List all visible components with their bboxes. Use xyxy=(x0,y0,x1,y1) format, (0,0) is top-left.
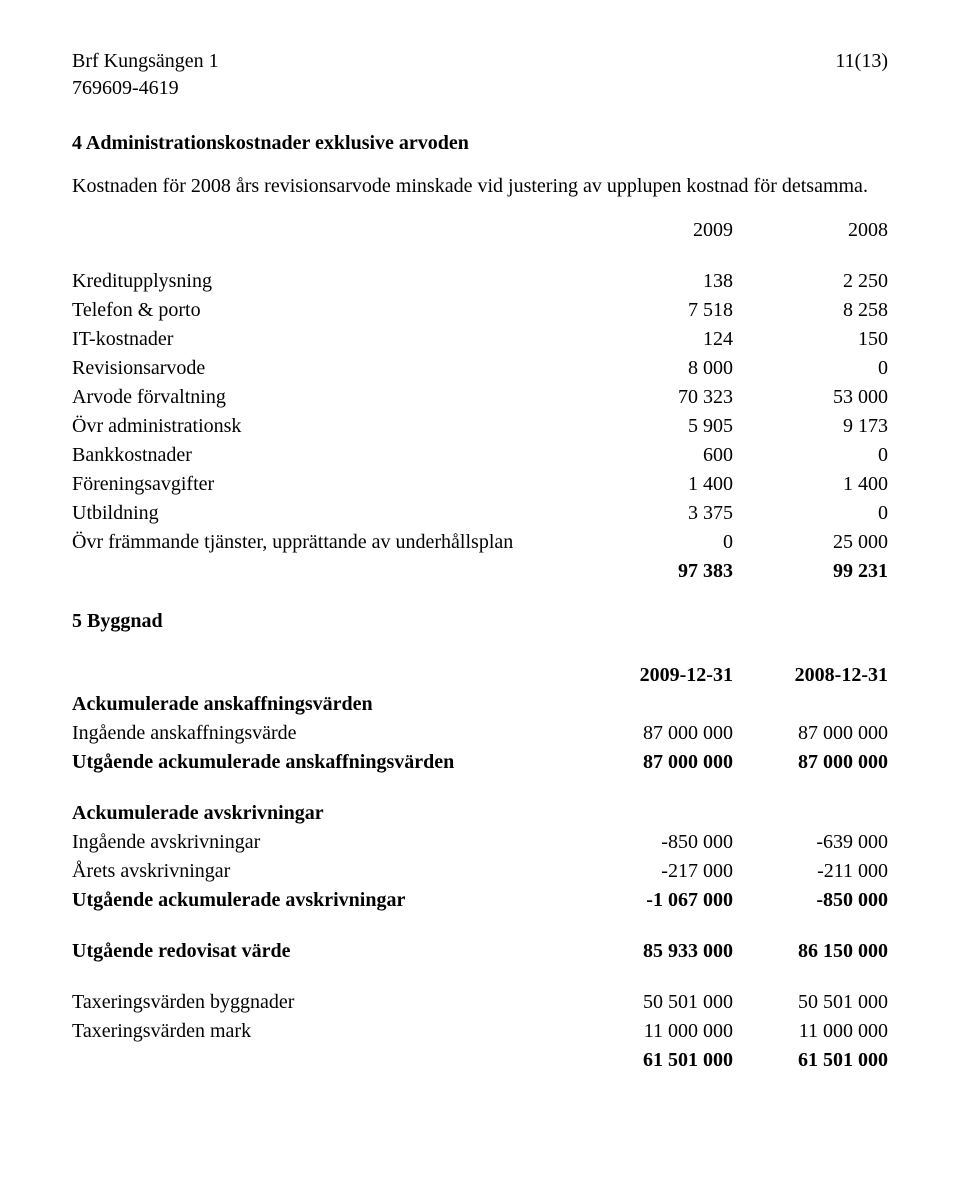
note4-intro: Kostnaden för 2008 års revisionsarvode m… xyxy=(72,173,888,200)
tax-total-row: 61 501 000 61 501 000 xyxy=(72,1046,888,1075)
row-label: Utgående ackumulerade anskaffningsvärden xyxy=(72,748,578,777)
row-label: Utgående redovisat värde xyxy=(72,937,578,966)
table-row: Ingående anskaffningsvärde 87 000 000 87… xyxy=(72,719,888,748)
dep-heading: Ackumulerade avskrivningar xyxy=(72,799,578,828)
row-value: 11 000 000 xyxy=(578,1017,733,1046)
acq-heading-row: Ackumulerade anskaffningsvärden xyxy=(72,690,888,719)
note5-year1: 2009-12-31 xyxy=(578,661,733,690)
row-value: 8 258 xyxy=(733,296,888,325)
row-value: 0 xyxy=(733,499,888,528)
row-label: IT-kostnader xyxy=(72,325,578,354)
page-container: Brf Kungsängen 1 11(13) 769609-4619 4 Ad… xyxy=(0,0,960,1191)
row-label: Utgående ackumulerade avskrivningar xyxy=(72,886,578,915)
table-row: Årets avskrivningar -217 000 -211 000 xyxy=(72,857,888,886)
row-value: 1 400 xyxy=(578,470,733,499)
row-value: 70 323 xyxy=(578,383,733,412)
row-value: 25 000 xyxy=(733,528,888,557)
row-value: 61 501 000 xyxy=(733,1046,888,1075)
row-value: 8 000 xyxy=(578,354,733,383)
org-name: Brf Kungsängen 1 xyxy=(72,48,219,75)
row-label: Kreditupplysning xyxy=(72,267,578,296)
row-value: 86 150 000 xyxy=(733,937,888,966)
note5-year-header: 2009-12-31 2008-12-31 xyxy=(72,661,888,690)
row-label: Föreningsavgifter xyxy=(72,470,578,499)
table-row: Taxeringsvärden mark 11 000 000 11 000 0… xyxy=(72,1017,888,1046)
row-value: 9 173 xyxy=(733,412,888,441)
row-value: -1 067 000 xyxy=(578,886,733,915)
book-value-row: Utgående redovisat värde 85 933 000 86 1… xyxy=(72,937,888,966)
row-value: 1 400 xyxy=(733,470,888,499)
row-label: Ingående anskaffningsvärde xyxy=(72,719,578,748)
note4-table: 2009 2008 Kreditupplysning 138 2 250 Tel… xyxy=(72,216,888,586)
table-row: Bankkostnader 600 0 xyxy=(72,441,888,470)
page-number: 11(13) xyxy=(835,48,888,75)
table-row: Ingående avskrivningar -850 000 -639 000 xyxy=(72,828,888,857)
row-value: 0 xyxy=(578,528,733,557)
table-row: Taxeringsvärden byggnader 50 501 000 50 … xyxy=(72,988,888,1017)
table-row: Revisionsarvode 8 000 0 xyxy=(72,354,888,383)
table-row: Kreditupplysning 138 2 250 xyxy=(72,267,888,296)
row-value: -850 000 xyxy=(578,828,733,857)
row-value: -211 000 xyxy=(733,857,888,886)
note4-title: 4 Administrationskostnader exklusive arv… xyxy=(72,130,888,157)
note4-year1: 2009 xyxy=(578,216,733,245)
note4-year2: 2008 xyxy=(733,216,888,245)
row-value: 87 000 000 xyxy=(578,748,733,777)
row-value: 87 000 000 xyxy=(733,719,888,748)
row-value: -639 000 xyxy=(733,828,888,857)
row-value: 124 xyxy=(578,325,733,354)
row-label: Övr administrationsk xyxy=(72,412,578,441)
row-value: -850 000 xyxy=(733,886,888,915)
row-value: 11 000 000 xyxy=(733,1017,888,1046)
table-row: Övr administrationsk 5 905 9 173 xyxy=(72,412,888,441)
row-value: 150 xyxy=(733,325,888,354)
row-value: 7 518 xyxy=(578,296,733,325)
note5-title: 5 Byggnad xyxy=(72,608,888,635)
row-label: Utbildning xyxy=(72,499,578,528)
row-value: 600 xyxy=(578,441,733,470)
table-row: IT-kostnader 124 150 xyxy=(72,325,888,354)
table-row: Föreningsavgifter 1 400 1 400 xyxy=(72,470,888,499)
row-value: 53 000 xyxy=(733,383,888,412)
dep-heading-row: Ackumulerade avskrivningar xyxy=(72,799,888,828)
row-value: 2 250 xyxy=(733,267,888,296)
note5-year2: 2008-12-31 xyxy=(733,661,888,690)
note4-total-v1: 97 383 xyxy=(578,557,733,586)
note4-year-header: 2009 2008 xyxy=(72,216,888,245)
row-value: 50 501 000 xyxy=(733,988,888,1017)
row-value: 0 xyxy=(733,354,888,383)
row-value: 87 000 000 xyxy=(578,719,733,748)
org-number: 769609-4619 xyxy=(72,75,888,102)
page-header: Brf Kungsängen 1 11(13) xyxy=(72,48,888,75)
row-value: -217 000 xyxy=(578,857,733,886)
table-row: Telefon & porto 7 518 8 258 xyxy=(72,296,888,325)
row-label: Revisionsarvode xyxy=(72,354,578,383)
note5-table: 2009-12-31 2008-12-31 Ackumulerade anska… xyxy=(72,651,888,1075)
row-value: 87 000 000 xyxy=(733,748,888,777)
row-label: Bankkostnader xyxy=(72,441,578,470)
row-value: 5 905 xyxy=(578,412,733,441)
acq-closing-row: Utgående ackumulerade anskaffningsvärden… xyxy=(72,748,888,777)
table-row: Utbildning 3 375 0 xyxy=(72,499,888,528)
row-label: Taxeringsvärden byggnader xyxy=(72,988,578,1017)
table-row: Övr främmande tjänster, upprättande av u… xyxy=(72,528,888,557)
row-label: Arvode förvaltning xyxy=(72,383,578,412)
row-value: 0 xyxy=(733,441,888,470)
row-label: Ingående avskrivningar xyxy=(72,828,578,857)
note4-total-row: 97 383 99 231 xyxy=(72,557,888,586)
row-label: Telefon & porto xyxy=(72,296,578,325)
row-value: 50 501 000 xyxy=(578,988,733,1017)
row-value: 3 375 xyxy=(578,499,733,528)
row-value: 85 933 000 xyxy=(578,937,733,966)
note4-total-v2: 99 231 xyxy=(733,557,888,586)
row-value: 138 xyxy=(578,267,733,296)
row-label: Övr främmande tjänster, upprättande av u… xyxy=(72,528,578,557)
row-label: Årets avskrivningar xyxy=(72,857,578,886)
table-row: Arvode förvaltning 70 323 53 000 xyxy=(72,383,888,412)
dep-closing-row: Utgående ackumulerade avskrivningar -1 0… xyxy=(72,886,888,915)
row-label: Taxeringsvärden mark xyxy=(72,1017,578,1046)
row-value: 61 501 000 xyxy=(578,1046,733,1075)
acq-heading: Ackumulerade anskaffningsvärden xyxy=(72,690,578,719)
